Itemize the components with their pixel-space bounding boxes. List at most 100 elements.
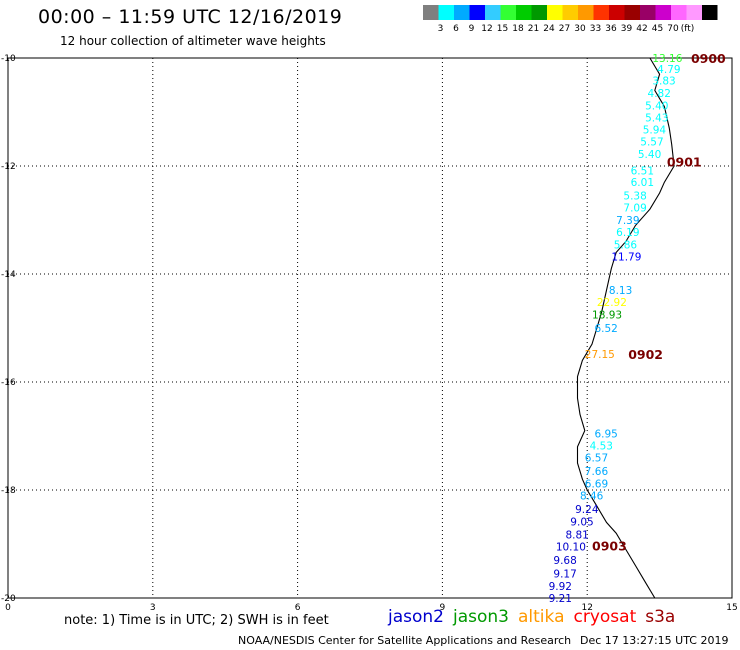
color-swatch: [485, 5, 501, 20]
colorbar-tick-label: 45: [652, 24, 663, 34]
wave-height-value: 5.38: [623, 191, 646, 203]
color-scale-bar: 3 6 9 12 15 18 21 24 27 30 33 36 39 42 45 70 (ft): [423, 5, 718, 34]
wave-height-value: 18.93: [592, 310, 622, 322]
colorbar-tick-label: 36: [605, 24, 617, 34]
legend-jason2: jason2: [388, 607, 444, 627]
wave-height-value: 6.51: [631, 165, 654, 177]
colorbar-tick-label: 3: [438, 24, 444, 34]
wave-height-value: 5.57: [640, 137, 663, 149]
lon-tick-label: 9: [440, 603, 446, 610]
wave-height-value: 4.79: [657, 64, 680, 76]
coastline: [576, 57, 675, 599]
colorbar-tick-label: 33: [590, 24, 601, 34]
colorbar-tick-label: 6: [453, 24, 459, 34]
color-swatch: [640, 5, 656, 20]
wave-height-value: 8.46: [580, 490, 604, 502]
color-swatch: [531, 5, 547, 20]
wave-height-value: 11.79: [611, 252, 641, 264]
colorbar-tick-label: 24: [543, 24, 555, 34]
color-swatch: [624, 5, 640, 20]
colorbar-tick-label: 42: [636, 24, 647, 34]
legend-jason3: jason3: [453, 607, 509, 627]
wave-height-value: 7.09: [623, 203, 646, 215]
lon-tick-label: 15: [726, 603, 737, 610]
wave-height-value: 3.83: [652, 76, 675, 88]
color-swatch: [500, 5, 516, 20]
colorbar-tick-label: 12: [481, 24, 492, 34]
color-swatch: [671, 5, 687, 20]
wave-height-map: 0 3 6 9 12 15-10-12-14-16-18-2013.164.793.834…: [1, 51, 738, 610]
color-swatch: [593, 5, 609, 20]
wave-height-value: 9.92: [549, 581, 572, 593]
color-swatch: [562, 5, 578, 20]
colorbar-tick-label: 70: [667, 24, 679, 34]
wave-height-value: 13.16: [652, 53, 682, 65]
wave-height-value: 5.43: [645, 112, 668, 124]
colorbar-tick-label: 39: [621, 24, 633, 34]
wave-height-value: 6.52: [594, 323, 617, 335]
wave-height-value: 8.81: [565, 529, 588, 541]
credit-text: NOAA/NESDIS Center for Satellite Applica…: [238, 634, 572, 647]
wave-height-value: 6.19: [616, 227, 639, 239]
wave-height-value: 8.13: [609, 285, 632, 297]
colorbar-tick-label: 30: [574, 24, 586, 34]
colorbar-tick-label: 21: [528, 24, 539, 34]
lon-tick-label: 0: [5, 603, 11, 610]
timestamp-text: Dec 17 13:27:15 UTC 2019: [580, 634, 729, 647]
wave-height-value: 6.69: [585, 479, 608, 491]
wave-height-value: 9.68: [553, 555, 576, 567]
wave-height-value: 7.39: [616, 215, 639, 227]
wave-height-value: 5.86: [614, 239, 638, 251]
wave-height-value: 10.10: [556, 542, 586, 554]
color-swatch: [655, 5, 671, 20]
lat-tick-label: -16: [1, 378, 16, 388]
satellite-legend: jason2 jason3 altika cryosat s3a: [388, 607, 684, 627]
wave-height-value: 9.17: [553, 569, 576, 581]
wave-height-value: 9.21: [549, 593, 572, 605]
color-swatch: [516, 5, 532, 20]
colorbar-unit-label: (ft): [681, 24, 695, 34]
color-swatch: [609, 5, 625, 20]
color-swatch: [686, 5, 702, 20]
colorbar-tick-label: 9: [469, 24, 475, 34]
wave-height-value: 4.53: [590, 441, 613, 453]
colorbar-tick-label: 18: [512, 24, 524, 34]
lat-tick-label: -12: [1, 162, 16, 172]
map-frame: [7, 57, 733, 599]
pass-time-label: 0902: [628, 347, 663, 362]
color-swatch: [438, 5, 454, 20]
wave-height-value: 9.24: [575, 504, 599, 516]
legend-altika: altika: [518, 607, 565, 627]
wave-height-value: 5.40: [638, 149, 661, 161]
wave-height-value: 5.94: [643, 124, 667, 136]
wave-height-value: 7.66: [585, 466, 609, 478]
wave-height-value: 5.40: [645, 101, 668, 113]
wave-height-value: 6.01: [631, 177, 654, 189]
pass-time-label: 0903: [592, 539, 627, 554]
lon-tick-label: 12: [581, 603, 592, 610]
pass-time-label: 0900: [691, 51, 726, 66]
color-swatch: [547, 5, 563, 20]
wave-height-value: 6.95: [594, 428, 617, 440]
color-swatch: [702, 5, 718, 20]
lon-tick-label: 3: [150, 603, 156, 610]
legend-cryosat: cryosat: [573, 607, 637, 627]
lat-tick-label: -14: [1, 270, 16, 280]
wave-height-value: 22.92: [597, 297, 627, 309]
wave-height-value: 6.57: [585, 453, 608, 465]
lat-tick-label: -10: [1, 54, 16, 64]
wave-height-value: 27.15: [585, 349, 615, 361]
wave-height-value: 9.05: [570, 516, 593, 528]
footnote: note: 1) Time is in UTC; 2) SWH is in fe…: [64, 613, 329, 628]
lat-tick-label: -20: [1, 594, 16, 604]
colorbar-tick-label: 15: [497, 24, 508, 34]
color-swatch: [423, 5, 439, 20]
lon-tick-label: 6: [295, 603, 301, 610]
colorbar-tick-label: 27: [559, 24, 570, 34]
color-swatch: [469, 5, 485, 20]
color-swatch: [578, 5, 594, 20]
color-swatch: [454, 5, 470, 20]
map-subtitle: 12 hour collection of altimeter wave hei…: [60, 34, 326, 48]
wave-height-value: 4.82: [648, 88, 671, 100]
pass-time-label: 0901: [667, 155, 702, 170]
